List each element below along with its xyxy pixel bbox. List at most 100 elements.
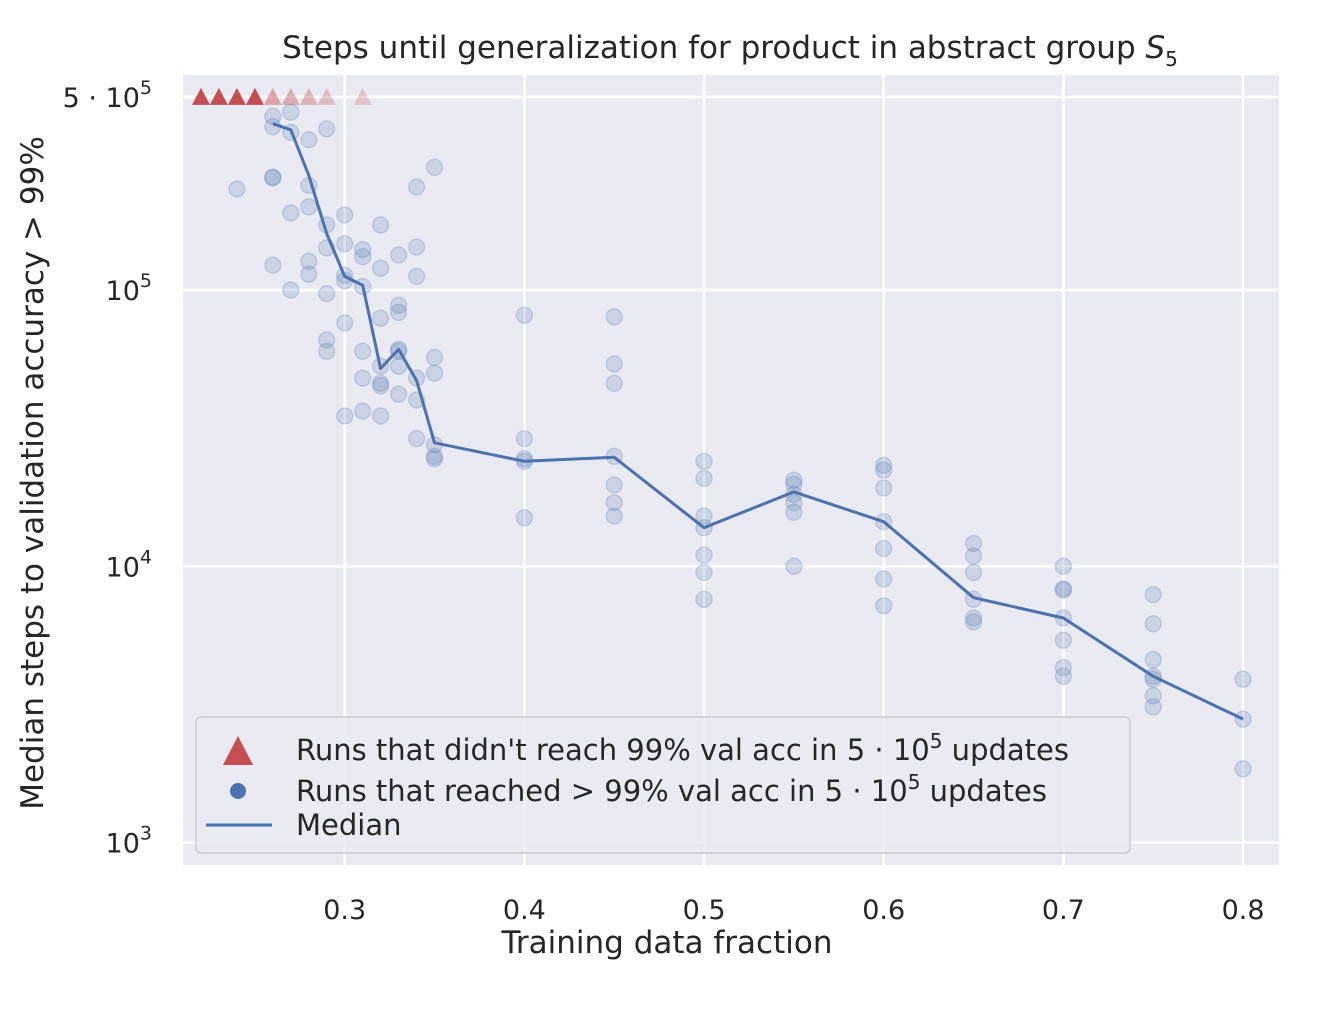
data-point bbox=[353, 277, 372, 296]
data-point bbox=[353, 342, 372, 361]
data-point bbox=[353, 402, 372, 420]
failed-run-marker bbox=[209, 87, 228, 105]
data-point bbox=[335, 272, 354, 290]
x-axis-label: Training data fraction bbox=[501, 925, 833, 961]
legend-triangle-marker bbox=[223, 736, 253, 765]
y-tick-base: 10 bbox=[106, 829, 140, 860]
data-point bbox=[425, 436, 444, 454]
legend-median-label: Median bbox=[296, 808, 401, 842]
data-point bbox=[874, 512, 893, 531]
data-point bbox=[1054, 658, 1073, 677]
data-point bbox=[1234, 710, 1252, 728]
data-point bbox=[695, 452, 713, 471]
x-tick-label: 0.5 bbox=[683, 895, 726, 926]
data-point bbox=[389, 385, 408, 403]
chart-title: Steps until generalization for product i… bbox=[282, 30, 1178, 71]
data-point bbox=[407, 369, 426, 387]
data-point bbox=[335, 235, 354, 253]
legend-failed-text: Runs that didn't reach 99% val acc in 5 … bbox=[296, 733, 930, 767]
data-point bbox=[389, 246, 408, 264]
data-point bbox=[1054, 631, 1073, 650]
data-point bbox=[515, 429, 534, 448]
data-point bbox=[317, 331, 336, 349]
data-point bbox=[605, 447, 623, 466]
data-point bbox=[1144, 585, 1162, 604]
data-point bbox=[1144, 614, 1162, 633]
failed-run-marker bbox=[353, 87, 372, 105]
data-point bbox=[335, 206, 354, 224]
data-point bbox=[1144, 687, 1162, 705]
data-point bbox=[695, 518, 713, 537]
data-point bbox=[874, 479, 893, 497]
data-point bbox=[515, 450, 534, 468]
legend-failed-suffix: updates bbox=[942, 733, 1069, 767]
legend-box bbox=[195, 716, 1131, 854]
chart-title-math: S bbox=[1145, 30, 1165, 66]
data-point bbox=[874, 596, 893, 615]
data-point bbox=[389, 296, 408, 315]
data-point bbox=[785, 475, 803, 494]
data-point bbox=[515, 508, 534, 527]
median-line bbox=[272, 122, 1244, 721]
failed-run-marker bbox=[317, 87, 336, 105]
data-point bbox=[695, 590, 713, 609]
data-point bbox=[1054, 667, 1073, 686]
data-point bbox=[785, 485, 803, 504]
data-point bbox=[282, 281, 300, 299]
y-tick-base: 5 · 10 bbox=[63, 83, 140, 114]
data-point bbox=[964, 534, 983, 553]
data-point bbox=[1234, 670, 1252, 689]
data-point bbox=[605, 493, 623, 512]
data-point bbox=[425, 450, 444, 468]
data-point bbox=[353, 369, 372, 387]
data-point bbox=[335, 266, 354, 285]
data-point bbox=[389, 357, 408, 375]
data-point bbox=[425, 364, 444, 382]
data-point bbox=[264, 117, 282, 136]
data-point bbox=[407, 429, 426, 448]
data-point bbox=[317, 342, 336, 361]
data-point bbox=[515, 306, 534, 325]
data-point bbox=[605, 355, 623, 373]
y-tick-label: 104 bbox=[106, 546, 152, 583]
y-tick-exponent: 3 bbox=[140, 823, 152, 845]
median-series bbox=[272, 122, 1244, 721]
data-point bbox=[407, 267, 426, 286]
data-point bbox=[964, 590, 983, 609]
data-point bbox=[964, 609, 983, 627]
y-tick-exponent: 5 bbox=[140, 270, 152, 292]
data-point bbox=[605, 507, 623, 525]
data-point bbox=[785, 493, 803, 512]
x-tick-label: 0.3 bbox=[323, 895, 366, 926]
data-point bbox=[695, 563, 713, 582]
legend-reached-suffix: updates bbox=[920, 774, 1047, 808]
data-point bbox=[874, 461, 893, 479]
scatter-points bbox=[228, 103, 1252, 778]
data-point bbox=[695, 469, 713, 488]
data-point bbox=[785, 503, 803, 521]
data-point bbox=[425, 158, 444, 177]
data-point bbox=[1144, 670, 1162, 689]
legend-failed-sup: 5 bbox=[930, 729, 943, 753]
data-point bbox=[407, 178, 426, 196]
data-point bbox=[964, 547, 983, 565]
data-point bbox=[371, 377, 390, 395]
failed-run-marker bbox=[192, 87, 210, 105]
data-point bbox=[1054, 581, 1073, 599]
data-point bbox=[605, 308, 623, 326]
data-point bbox=[389, 340, 408, 359]
legend-reached-sup: 5 bbox=[908, 770, 921, 794]
data-point bbox=[1054, 609, 1073, 627]
chart-title-subscript: 5 bbox=[1165, 47, 1178, 71]
data-point bbox=[407, 238, 426, 256]
data-point bbox=[874, 456, 893, 475]
x-tick-label: 0.4 bbox=[503, 895, 546, 926]
failed-run-marker bbox=[263, 87, 282, 105]
data-point bbox=[371, 357, 390, 375]
data-point bbox=[228, 180, 246, 198]
data-point bbox=[605, 374, 623, 392]
failed-run-marker bbox=[299, 87, 318, 105]
x-tick-label: 0.6 bbox=[862, 895, 905, 926]
failed-run-marker bbox=[245, 87, 264, 105]
